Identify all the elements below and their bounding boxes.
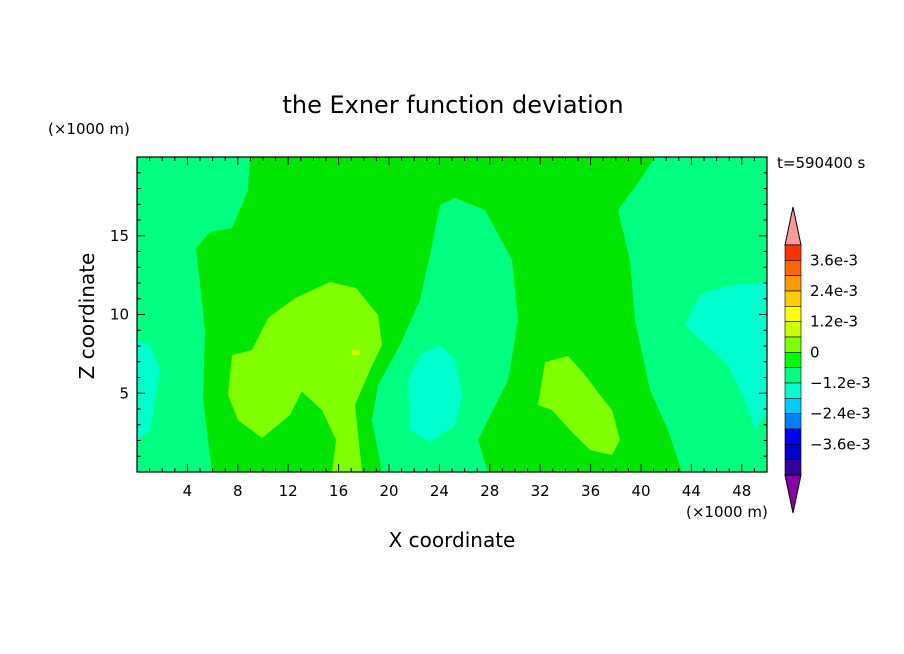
colorbar-swatch	[784, 275, 802, 292]
y-tick-label: 5	[119, 384, 129, 402]
contour-negative-pocket-right	[685, 282, 767, 430]
colorbar-swatch	[784, 260, 802, 276]
x-tick-label: 40	[631, 482, 650, 500]
x-unit-label: (×1000 m)	[686, 503, 768, 521]
colorbar-swatch	[784, 428, 802, 445]
colorbar-tick-label: −2.4e-3	[810, 405, 871, 423]
colorbar-tick-label: −1.2e-3	[810, 374, 871, 392]
colorbar-tick-label: 0	[810, 343, 820, 361]
colorbar-swatch	[784, 336, 802, 353]
x-tick-label: 48	[732, 482, 751, 500]
contour-warm-spot	[352, 350, 360, 355]
y-tick-label: 10	[110, 306, 129, 324]
colorbar-over-triangle	[784, 206, 802, 246]
x-axis-ticks: 4 8 12 16 20 24 28 32 36 40 44 48	[149, 157, 755, 500]
y-tick-label: 15	[110, 227, 129, 245]
x-tick-label: 36	[581, 482, 600, 500]
colorbar-swatch	[784, 367, 802, 384]
contour-positive-lobe-2	[538, 356, 620, 455]
colorbar-swatch	[784, 290, 802, 307]
colorbar-swatch	[784, 413, 802, 430]
x-tick-label: 24	[430, 482, 449, 500]
x-tick-label: 20	[379, 482, 398, 500]
colorbar-tick-label: −3.6e-3	[810, 435, 871, 453]
x-tick-label: 16	[329, 482, 348, 500]
x-tick-label: 28	[480, 482, 499, 500]
colorbar-swatch	[784, 382, 802, 399]
colorbar-swatch	[784, 398, 802, 414]
contour-negative-pocket-centre	[408, 345, 462, 442]
colorbar-tick-label: 1.2e-3	[810, 313, 858, 331]
colorbar-swatch	[784, 321, 802, 338]
y-axis-title: Z coordinate	[75, 253, 99, 380]
colorbar-swatch	[784, 444, 802, 460]
x-axis-title: X coordinate	[389, 528, 516, 552]
colorbar-swatch	[784, 306, 802, 322]
time-label: t=590400 s	[777, 154, 865, 172]
colorbar-under-triangle	[784, 474, 802, 514]
contour-negative-pocket-left	[137, 340, 160, 440]
y-axis-ticks: 5 10 15	[110, 172, 767, 457]
colorbar-tick-label: 2.4e-3	[810, 282, 858, 300]
colorbar-swatch	[784, 352, 802, 368]
colorbar: 3.6e-3 2.4e-3 1.2e-3 0 −1.2e-3 −2.4e-3 −3.6e-3	[784, 206, 871, 514]
contour-field	[137, 157, 767, 472]
x-tick-label: 32	[531, 482, 550, 500]
contour-positive-lobe-1	[228, 282, 382, 472]
y-unit-label: (×1000 m)	[48, 120, 130, 138]
chart-title: the Exner function deviation	[282, 91, 623, 119]
x-tick-label: 44	[682, 482, 701, 500]
colorbar-swatch	[784, 244, 802, 261]
x-tick-label: 8	[233, 482, 243, 500]
colorbar-tick-label: 3.6e-3	[810, 251, 858, 269]
x-tick-label: 12	[279, 482, 298, 500]
colorbar-swatch	[784, 459, 802, 476]
x-tick-label: 4	[183, 482, 193, 500]
